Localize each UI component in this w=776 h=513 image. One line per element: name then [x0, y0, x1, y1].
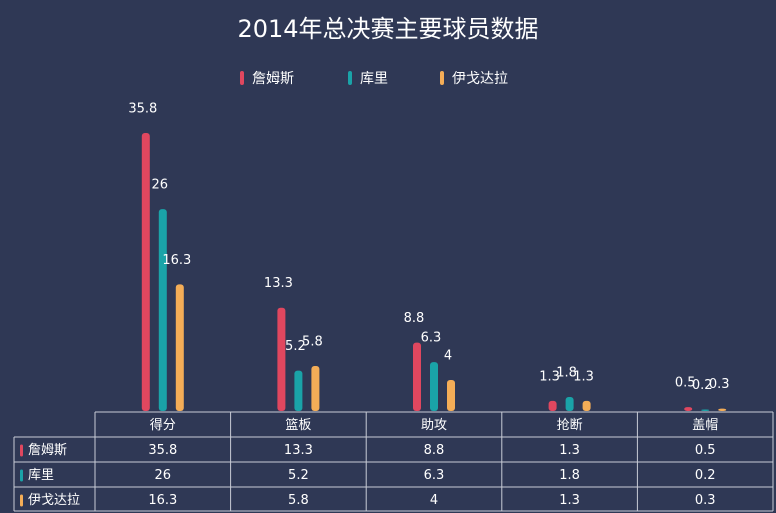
table-cell: 16.3	[148, 493, 177, 508]
bar	[718, 408, 727, 411]
value-label: 0.3	[709, 377, 730, 392]
bar	[701, 409, 710, 411]
table-row-label: 詹姆斯	[28, 443, 67, 458]
value-label: 5.2	[285, 339, 306, 354]
bar	[277, 307, 286, 411]
chart-title: 2014年总决赛主要球员数据	[237, 15, 538, 43]
table-cell: 35.8	[148, 443, 177, 458]
table-cell: 13.3	[284, 443, 313, 458]
bar	[413, 342, 421, 411]
table-row-label: 伊戈达拉	[28, 493, 80, 508]
value-label: 6.3	[421, 331, 442, 346]
value-label: 1.8	[556, 366, 577, 381]
table-cell: 0.2	[695, 468, 716, 483]
table-cell: 0.3	[695, 493, 716, 508]
table-legend-marker	[20, 444, 23, 457]
legend-label: 詹姆斯	[252, 71, 294, 87]
legend-marker	[348, 71, 352, 85]
legend-label: 伊戈达拉	[452, 71, 508, 87]
bar	[548, 400, 557, 411]
legend-label: 库里	[360, 71, 388, 87]
x-tick-label: 得分	[150, 417, 176, 433]
table-cell: 1.3	[559, 443, 580, 458]
bar	[684, 407, 693, 411]
bar	[311, 365, 320, 411]
x-tick-label: 助攻	[421, 418, 447, 433]
legend-marker	[240, 71, 244, 85]
table-legend-marker	[20, 469, 23, 482]
bar	[141, 133, 150, 411]
value-label: 4	[444, 348, 452, 363]
value-label: 8.8	[404, 311, 425, 326]
table-cell: 1.8	[559, 468, 580, 483]
bar	[175, 284, 184, 411]
value-label: 16.3	[162, 253, 191, 268]
table-legend-marker	[20, 494, 23, 507]
x-tick-label: 抢断	[557, 417, 583, 433]
value-label: 26	[152, 178, 169, 193]
value-label: 1.3	[539, 369, 560, 384]
value-label: 5.8	[302, 334, 323, 349]
bar	[294, 370, 303, 411]
bar	[158, 209, 167, 411]
table-cell: 5.8	[288, 493, 309, 508]
table-cell: 6.3	[424, 468, 445, 483]
value-label: 35.8	[128, 102, 157, 117]
value-label: 0.5	[675, 376, 696, 391]
table-cell: 8.8	[424, 443, 445, 458]
bar	[447, 379, 455, 411]
bar	[565, 397, 574, 411]
table-cell: 5.2	[288, 468, 309, 483]
value-label: 13.3	[264, 276, 293, 291]
table-cell: 4	[430, 493, 438, 508]
legend-marker	[440, 71, 444, 85]
table-cell: 1.3	[559, 493, 580, 508]
x-tick-label: 篮板	[285, 418, 311, 433]
bar	[430, 362, 438, 411]
table-row-label: 库里	[28, 467, 54, 483]
table-cell: 0.5	[695, 443, 716, 458]
value-label: 1.3	[573, 369, 594, 384]
bar	[582, 400, 591, 411]
value-label: 0.2	[692, 378, 713, 393]
table-cell: 26	[155, 468, 172, 483]
x-tick-label: 盖帽	[692, 417, 718, 433]
